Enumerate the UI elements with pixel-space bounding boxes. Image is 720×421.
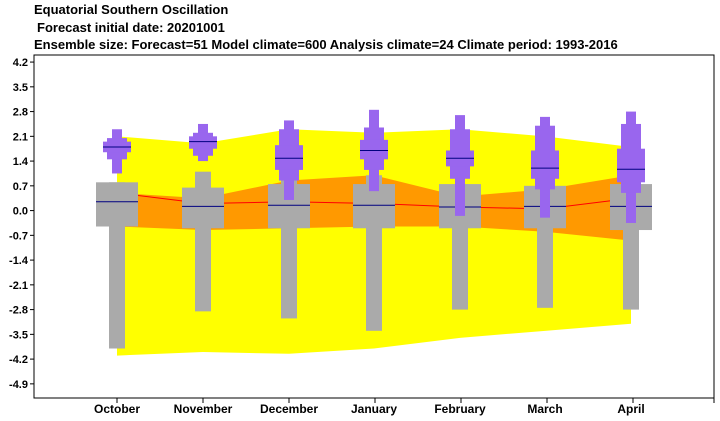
y-tick-label: -1.4 — [9, 255, 29, 267]
x-category-label: February — [434, 402, 486, 416]
box-plots — [96, 109, 652, 349]
x-category-label: April — [617, 402, 644, 416]
y-tick-label: 2.8 — [13, 107, 28, 119]
y-tick-label: -0.7 — [9, 230, 28, 242]
box-january — [353, 109, 395, 331]
y-tick-label: -3.5 — [9, 329, 28, 341]
forecast-inner-box — [189, 136, 217, 149]
y-tick-label: 1.4 — [13, 156, 29, 168]
chart-title: Equatorial Southern Oscillation — [34, 2, 229, 17]
plot-frame — [33, 54, 715, 399]
forecast-inner-box — [531, 150, 559, 179]
y-tick-label: 4.2 — [13, 57, 28, 69]
x-category-label: January — [351, 402, 397, 416]
y-tick-label: 2.1 — [13, 131, 28, 143]
forecast-inner-box — [360, 139, 388, 160]
x-category-label: October — [94, 402, 140, 416]
forecast-inner-box — [617, 148, 645, 183]
climate-inner-box — [102, 191, 132, 220]
y-tick-label: -2.1 — [9, 280, 28, 292]
y-tick-label: -4.2 — [9, 354, 28, 366]
box-february — [439, 115, 481, 310]
y-tick-label: -4.9 — [9, 379, 28, 391]
climate-inner-box — [359, 192, 389, 222]
chart-subtitle: Forecast initial date: 20201001 — [37, 20, 225, 35]
box-december — [268, 120, 310, 319]
x-category-label: March — [527, 402, 562, 416]
y-tick-label: 0.7 — [13, 181, 28, 193]
forecast-inner-box — [275, 145, 303, 170]
box-march — [524, 116, 566, 308]
box-april — [610, 111, 652, 310]
y-tick-label: 3.5 — [13, 82, 28, 94]
x-category-label: December — [260, 402, 318, 416]
box-november — [182, 123, 224, 312]
climate-inner-box — [188, 192, 218, 222]
chart-info-line: Ensemble size: Forecast=51 Model climate… — [34, 37, 618, 52]
x-category-label: November — [174, 402, 233, 416]
chart-axes: 4.2 3.5 2.8 2.1 1.4 0.7 0.0 -0.7 -1.4 -2.1 -2.8 -3.… — [9, 54, 715, 416]
box-october — [96, 129, 138, 349]
y-tick-label: -2.8 — [9, 305, 28, 317]
y-tick-label: 0.0 — [13, 206, 28, 218]
